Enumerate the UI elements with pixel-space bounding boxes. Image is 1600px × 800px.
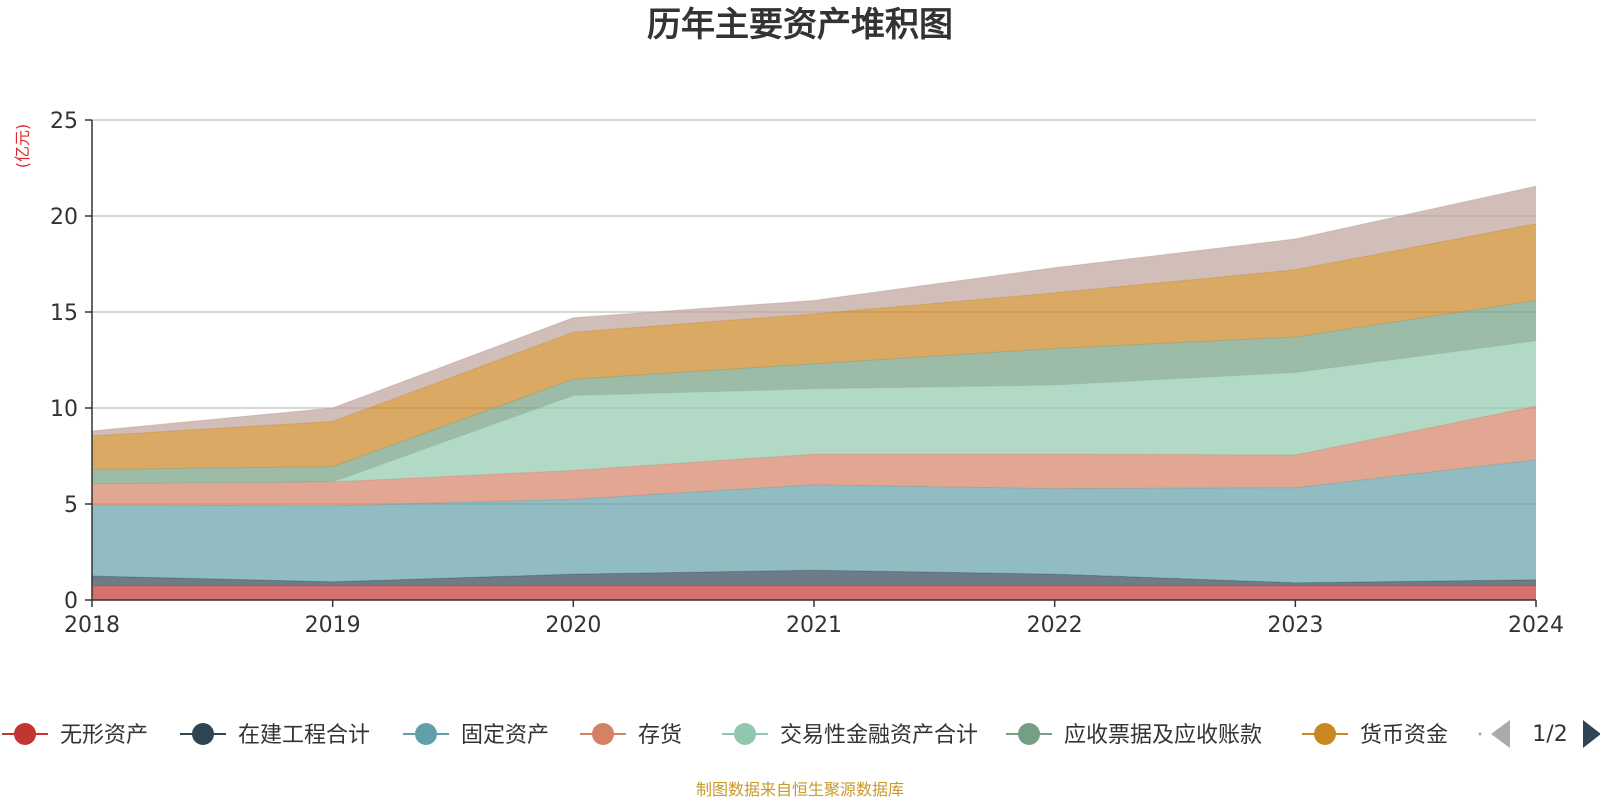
area-series-4[interactable] [92, 340, 1536, 484]
legend-marker-icon [1018, 723, 1040, 745]
data-source-note: 制图数据来自恒生聚源数据库 [696, 780, 904, 799]
area-series-1[interactable] [92, 570, 1536, 586]
axes: 0 5 10 15 20 25 2018 2019 2020 2021 2022 2023 2024 [50, 109, 1564, 638]
legend-marker-icon [14, 723, 36, 745]
x-tick-label-2020: 2020 [545, 613, 601, 638]
legend-item-6[interactable]: 货币资金 [1302, 723, 1448, 748]
legend-overflow-dot [1478, 732, 1482, 736]
legend-prev-page-icon[interactable] [1491, 720, 1510, 748]
legend-item-5[interactable]: 应收票据及应收账款 [1006, 723, 1262, 748]
legend-label: 固定资产 [461, 723, 549, 748]
legend-marker-icon [1314, 723, 1336, 745]
x-tick-label-2024: 2024 [1508, 613, 1564, 638]
legend-marker-icon [592, 723, 614, 745]
y-tick-label-5: 5 [64, 493, 78, 518]
area-series-2[interactable] [92, 459, 1536, 583]
x-tick-label-2018: 2018 [64, 613, 120, 638]
legend-marker-icon [192, 723, 214, 745]
y-tick-label-25: 25 [50, 109, 78, 134]
y-axis-unit-label: (亿元) [13, 124, 32, 169]
y-tick-label-15: 15 [50, 301, 78, 326]
legend-pager[interactable]: 1/2 [1491, 720, 1600, 748]
legend-label: 应收票据及应收账款 [1064, 723, 1262, 748]
x-tick-label-2022: 2022 [1027, 613, 1083, 638]
legend-next-page-icon[interactable] [1583, 720, 1600, 748]
legend-label: 交易性金融资产合计 [780, 723, 978, 748]
area-series-5[interactable] [92, 300, 1536, 484]
x-tick-label-2019: 2019 [305, 613, 361, 638]
legend-page-indicator: 1/2 [1532, 722, 1567, 747]
legend-marker-icon [415, 723, 437, 745]
legend[interactable]: 无形资产 在建工程合计 固定资产 存货 交易性金融资产合计 应收票据及应收账款 货币资金 [2, 723, 1482, 748]
legend-item-3[interactable]: 存货 [580, 723, 682, 748]
legend-item-1[interactable]: 在建工程合计 [180, 723, 370, 748]
area-series-3[interactable] [92, 406, 1536, 506]
legend-label: 在建工程合计 [238, 723, 370, 748]
x-tick-label-2021: 2021 [786, 613, 842, 638]
area-series-edge-7 [91, 185, 1537, 432]
y-tick-label-10: 10 [50, 397, 78, 422]
legend-item-4[interactable]: 交易性金融资产合计 [722, 723, 978, 748]
legend-item-2[interactable]: 固定资产 [403, 723, 549, 748]
area-series-0[interactable] [92, 585, 1536, 600]
legend-marker-icon [734, 723, 756, 745]
y-tick-label-20: 20 [50, 205, 78, 230]
area-series-7[interactable] [92, 186, 1536, 436]
x-tick-label-2023: 2023 [1267, 613, 1323, 638]
y-tick-label-0: 0 [64, 589, 78, 614]
legend-label: 货币资金 [1360, 723, 1448, 748]
legend-label: 无形资产 [60, 723, 148, 748]
chart-title: 历年主要资产堆积图 [647, 5, 953, 45]
legend-item-0[interactable]: 无形资产 [2, 723, 148, 748]
area-series-group [91, 185, 1537, 600]
area-series-6[interactable] [92, 223, 1536, 470]
legend-label: 存货 [638, 723, 682, 748]
